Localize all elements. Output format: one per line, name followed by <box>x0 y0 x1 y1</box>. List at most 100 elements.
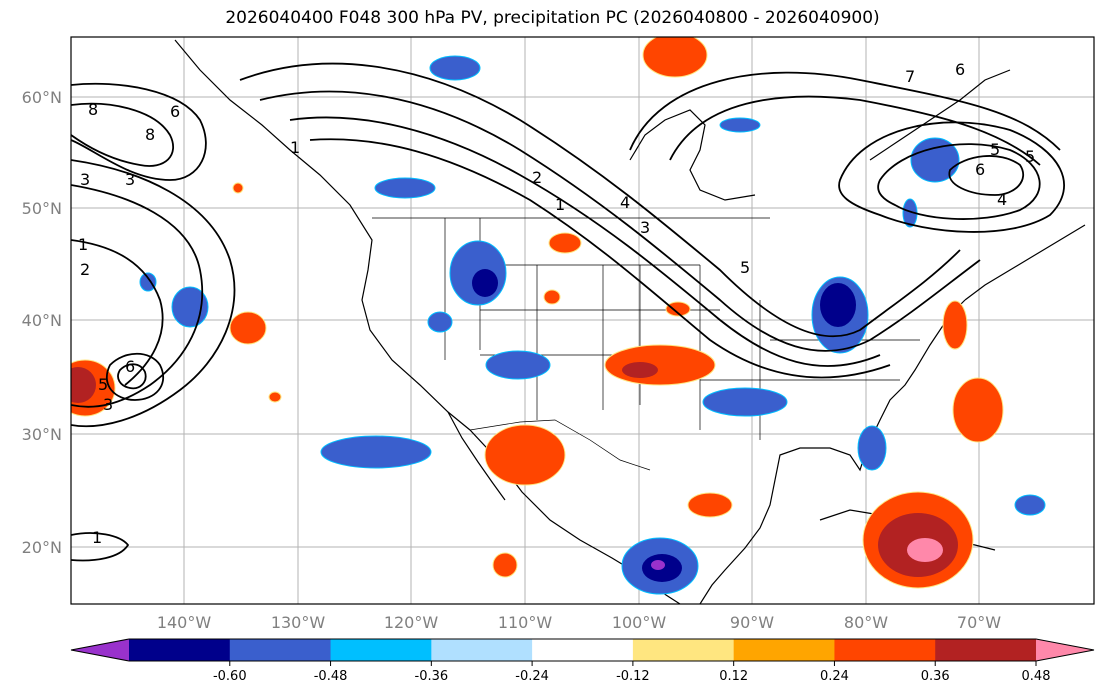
pv-contour <box>948 155 1025 196</box>
pv-contour <box>117 363 147 390</box>
pv-contour <box>239 62 961 338</box>
colorbar-segment <box>431 639 533 661</box>
pv-contour <box>105 352 165 401</box>
precip-neg-area <box>1014 494 1046 516</box>
coast-west <box>174 39 681 604</box>
colorbar-segment <box>129 639 231 661</box>
colorbar-segment <box>532 639 634 661</box>
lat-label: 50°N <box>22 199 62 218</box>
lon-label: 120°W <box>384 613 439 632</box>
precip-pos-area <box>492 552 518 578</box>
pv-label: 2 <box>532 168 542 187</box>
precip-pos-area <box>604 344 716 386</box>
precip-shading <box>71 37 1046 595</box>
lon-label: 100°W <box>612 613 667 632</box>
pv-label: 1 <box>78 235 88 254</box>
pv-contour <box>71 159 236 428</box>
pv-label: 7 <box>905 67 915 86</box>
pv-label: 5 <box>1025 147 1035 166</box>
colorbar-tick-label: 0.12 <box>719 669 748 684</box>
pv-label: 3 <box>640 218 650 237</box>
pv-label: 1 <box>92 528 102 547</box>
pv-label: 5 <box>98 375 108 394</box>
pv-contour <box>838 121 1065 233</box>
pv-contour <box>309 138 891 379</box>
pv-contour <box>71 82 207 181</box>
colorbar-segment <box>632 639 735 661</box>
lat-label: 40°N <box>22 311 62 330</box>
map-frame <box>70 36 1095 605</box>
precip-pos-area <box>952 377 1004 443</box>
pv-label: 6 <box>955 60 965 79</box>
coast-gulf <box>699 299 966 604</box>
coast-labrador <box>869 69 1011 161</box>
precip-neg-area <box>472 269 498 297</box>
pv-label: 5 <box>990 140 1000 159</box>
pv-label: 1 <box>290 138 300 157</box>
precip-neg-area <box>139 272 157 292</box>
lon-label: 140°W <box>157 613 212 632</box>
pv-labels: 8 6 8 3 3 1 2 6 5 3 2 1 4 3 5 1 5 6 7 6 … <box>78 60 1035 547</box>
pv-contour <box>71 102 175 167</box>
colorbar-tick-label: -0.36 <box>415 669 449 684</box>
lon-label: 70°W <box>957 613 1001 632</box>
precip-pos-area <box>622 362 658 378</box>
colorbar-tick-label: 0.48 <box>1022 669 1051 684</box>
colorbar-segment <box>733 639 835 661</box>
coast-east <box>964 224 1086 301</box>
pv-contour <box>71 532 130 562</box>
precip-pos-area <box>665 301 691 317</box>
precip-pos-area <box>642 37 708 78</box>
map-title: 2026040400 F048 300 hPa PV, precipitatio… <box>225 8 880 28</box>
precip-pos-area <box>268 391 282 403</box>
colorbar-segment <box>935 639 1037 661</box>
lat-labels: 60°N 50°N 40°N 30°N 20°N <box>22 88 62 557</box>
colorbar-tick-label: 0.24 <box>820 669 849 684</box>
colorbar-tick-label: -0.12 <box>616 669 650 684</box>
colorbar-tick-label: -0.48 <box>314 669 348 684</box>
precip-neg-area <box>651 560 665 570</box>
pv-label: 6 <box>975 160 985 179</box>
colorbar-tick-label: -0.60 <box>213 669 247 684</box>
colorbar-segment <box>834 639 936 661</box>
coast-baja <box>447 411 506 501</box>
coast-hudson <box>629 109 756 201</box>
lon-label: 110°W <box>498 613 553 632</box>
precip-pos-area <box>229 311 267 345</box>
precip-neg-area <box>485 350 551 380</box>
precip-neg-area <box>702 387 788 417</box>
pv-label: 6 <box>170 102 180 121</box>
precip-pos-area <box>71 367 96 403</box>
colorbar-tick-label: -0.24 <box>515 669 549 684</box>
pv-label: 4 <box>997 190 1007 209</box>
precip-pos-area <box>484 424 566 486</box>
precip-neg-area <box>427 311 453 333</box>
pv-contours <box>71 62 1065 562</box>
pv-contour <box>71 184 204 408</box>
precip-neg-area <box>857 425 887 471</box>
pv-contour <box>71 239 164 386</box>
colorbar-extend-max <box>1036 639 1094 661</box>
pv-contour <box>289 116 881 367</box>
precip-neg-area <box>820 283 856 327</box>
colorbar-extend-min <box>71 639 129 661</box>
lat-label: 60°N <box>22 88 62 107</box>
precip-pos-area <box>942 300 968 350</box>
lon-label: 90°W <box>730 613 774 632</box>
precip-pos-area <box>543 289 561 305</box>
precip-pos-area <box>548 232 582 254</box>
pv-label: 6 <box>125 357 135 376</box>
precip-pos-area <box>232 182 244 194</box>
colorbar-outline <box>70 638 1095 662</box>
colorbar: -0.60 -0.48 -0.36 -0.24 -0.12 0.12 0.24 0.36 0.4… <box>70 638 1095 684</box>
precip-neg-area <box>320 435 432 469</box>
pv-contour <box>669 95 1041 166</box>
pv-label: 1 <box>555 195 565 214</box>
lat-label: 30°N <box>22 425 62 444</box>
pv-label: 3 <box>103 395 113 414</box>
pv-label: 3 <box>80 170 90 189</box>
lon-label: 130°W <box>271 613 326 632</box>
pv-label: 8 <box>88 100 98 119</box>
pv-contour <box>259 90 981 352</box>
